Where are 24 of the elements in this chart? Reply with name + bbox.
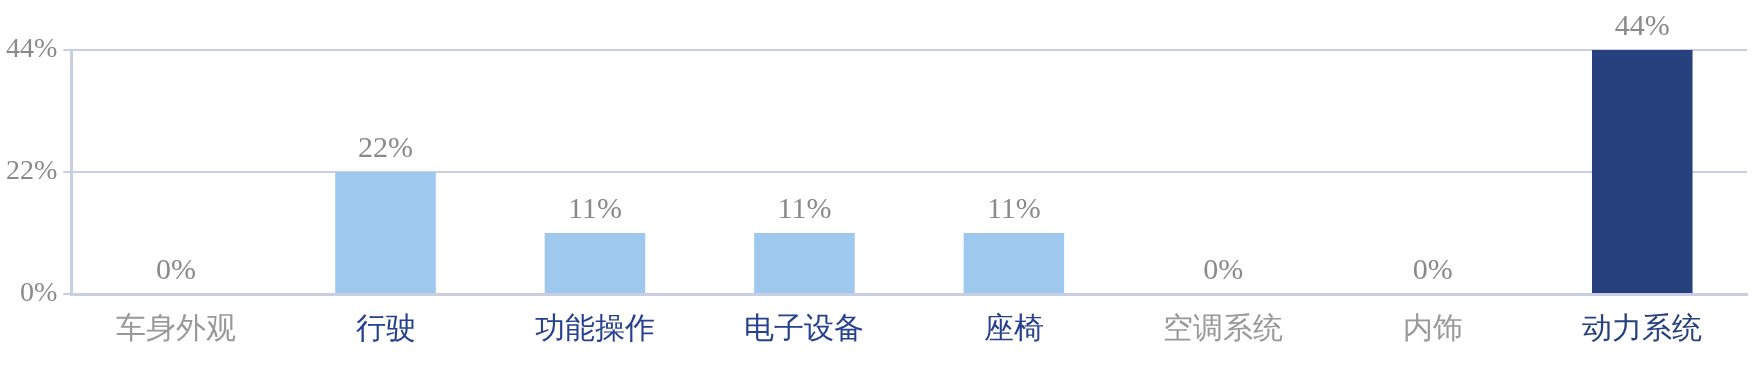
x-tick-label: 功能操作 [534, 310, 655, 344]
bar [963, 233, 1065, 293]
data-label: 44% [1614, 7, 1670, 41]
x-tick-label: 座椅 [983, 310, 1044, 344]
x-tick-label: 内饰 [1402, 310, 1463, 344]
data-label: 11% [777, 190, 832, 224]
y-tick-label: 0% [20, 276, 58, 308]
data-label: 11% [568, 190, 622, 224]
y-tick-label: 22% [6, 154, 58, 186]
data-label: 0% [156, 251, 197, 285]
y-tick-label: 44% [6, 32, 58, 64]
bar [1592, 50, 1693, 293]
bar [335, 172, 436, 293]
x-tick-label: 动力系统 [1582, 310, 1703, 344]
bar [754, 233, 855, 293]
data-label: 0% [1203, 251, 1244, 285]
x-tick-label: 空调系统 [1163, 310, 1284, 344]
x-tick-label: 车身外观 [116, 310, 237, 344]
x-tick-label: 行驶 [355, 310, 416, 344]
x-tick-label: 电子设备 [744, 310, 865, 344]
data-label: 0% [1412, 251, 1453, 285]
bar [544, 233, 646, 293]
data-label: 22% [358, 129, 414, 163]
data-label: 11% [986, 190, 1041, 224]
